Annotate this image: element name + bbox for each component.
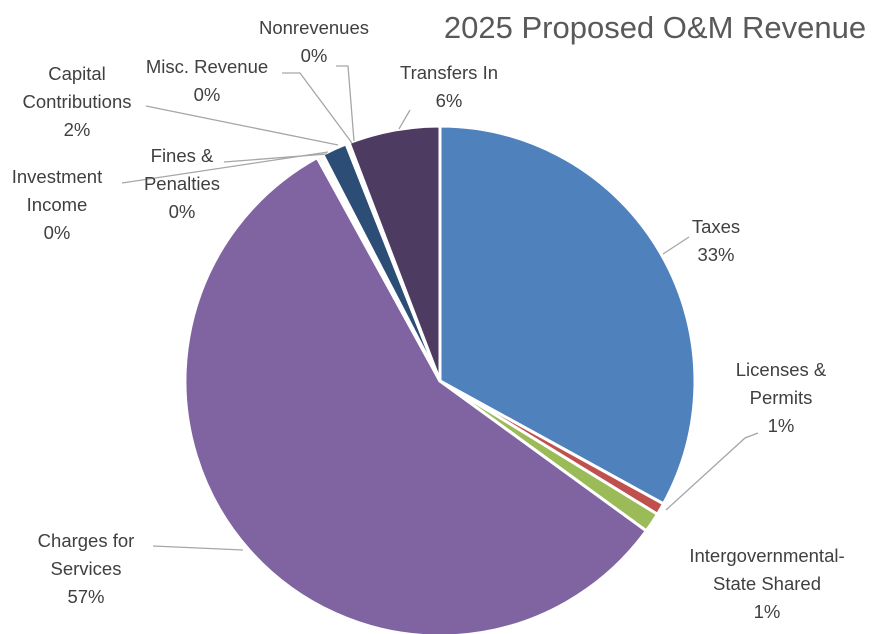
slice-label-capital-contributions: Capital Contributions 2% (22, 63, 131, 140)
slice-percent: 0% (301, 45, 328, 66)
leader-line-misc-revenue (282, 72, 353, 144)
slice-label-line: Income (27, 194, 88, 215)
leader-line-transfers-in (398, 109, 411, 130)
slice-percent: 2% (64, 119, 91, 140)
leader-line-charges-for-services (152, 545, 244, 551)
slice-label-nonrevenues: Nonrevenues 0% (259, 17, 369, 66)
leader-line-capital-contributions (145, 105, 339, 146)
slice-label-line: Fines & (151, 145, 214, 166)
slice-label-misc-revenue: Misc. Revenue 0% (146, 56, 268, 105)
slice-label-line: Licenses & (736, 359, 827, 380)
slice-label-line: Intergovernmental- (689, 545, 844, 566)
slice-label-line: State Shared (713, 573, 821, 594)
leader-line-fines-penalties (223, 153, 328, 163)
pie-slices (183, 124, 697, 634)
slice-percent: 0% (194, 84, 221, 105)
slice-label-taxes: Taxes 33% (692, 216, 740, 265)
leader-line-nonrevenues (336, 65, 355, 142)
slice-percent: 1% (768, 415, 795, 436)
slice-percent: 0% (169, 201, 196, 222)
slice-labels: Taxes 33%Licenses & Permits 1%Intergovernme… (12, 17, 845, 622)
chart-title: 2025 Proposed O&M Revenue (444, 10, 866, 45)
slice-label-line: Permits (750, 387, 813, 408)
slice-percent: 57% (67, 586, 104, 607)
slice-label-charges-for-services: Charges for Services 57% (38, 530, 135, 607)
slice-label-licenses-permits: Licenses & Permits 1% (736, 359, 827, 436)
slice-label-investment-income: Investment Income 0% (12, 166, 103, 243)
slice-label-line: Services (51, 558, 122, 579)
slice-label-line: Penalties (144, 173, 220, 194)
slice-label-line: Capital (48, 63, 106, 84)
slice-percent: 6% (436, 90, 463, 111)
leader-line-taxes (662, 236, 690, 255)
slice-label-line: Charges for (38, 530, 135, 551)
slice-percent: 0% (44, 222, 71, 243)
slice-label-transfers-in: Transfers In 6% (400, 62, 498, 111)
slice-percent: 33% (697, 244, 734, 265)
slice-label-fines-penalties: Fines & Penalties 0% (144, 145, 220, 222)
slice-label-line: Misc. Revenue (146, 56, 268, 77)
slice-label-line: Investment (12, 166, 103, 187)
slice-label-line: Contributions (22, 91, 131, 112)
leader-line-licenses-permits (665, 432, 759, 511)
pie-slice-transfers-in (347, 124, 442, 383)
pie-slice-taxes (438, 124, 697, 506)
slice-percent: 1% (754, 601, 781, 622)
slice-label-line: Taxes (692, 216, 740, 237)
slice-label-line: Nonrevenues (259, 17, 369, 38)
leader-lines (121, 65, 759, 551)
slice-label-intergovernmental-state-shared: Intergovernmental- State Shared 1% (689, 545, 844, 622)
pie-slice-charges-for-services (183, 156, 648, 634)
slice-label-line: Transfers In (400, 62, 498, 83)
